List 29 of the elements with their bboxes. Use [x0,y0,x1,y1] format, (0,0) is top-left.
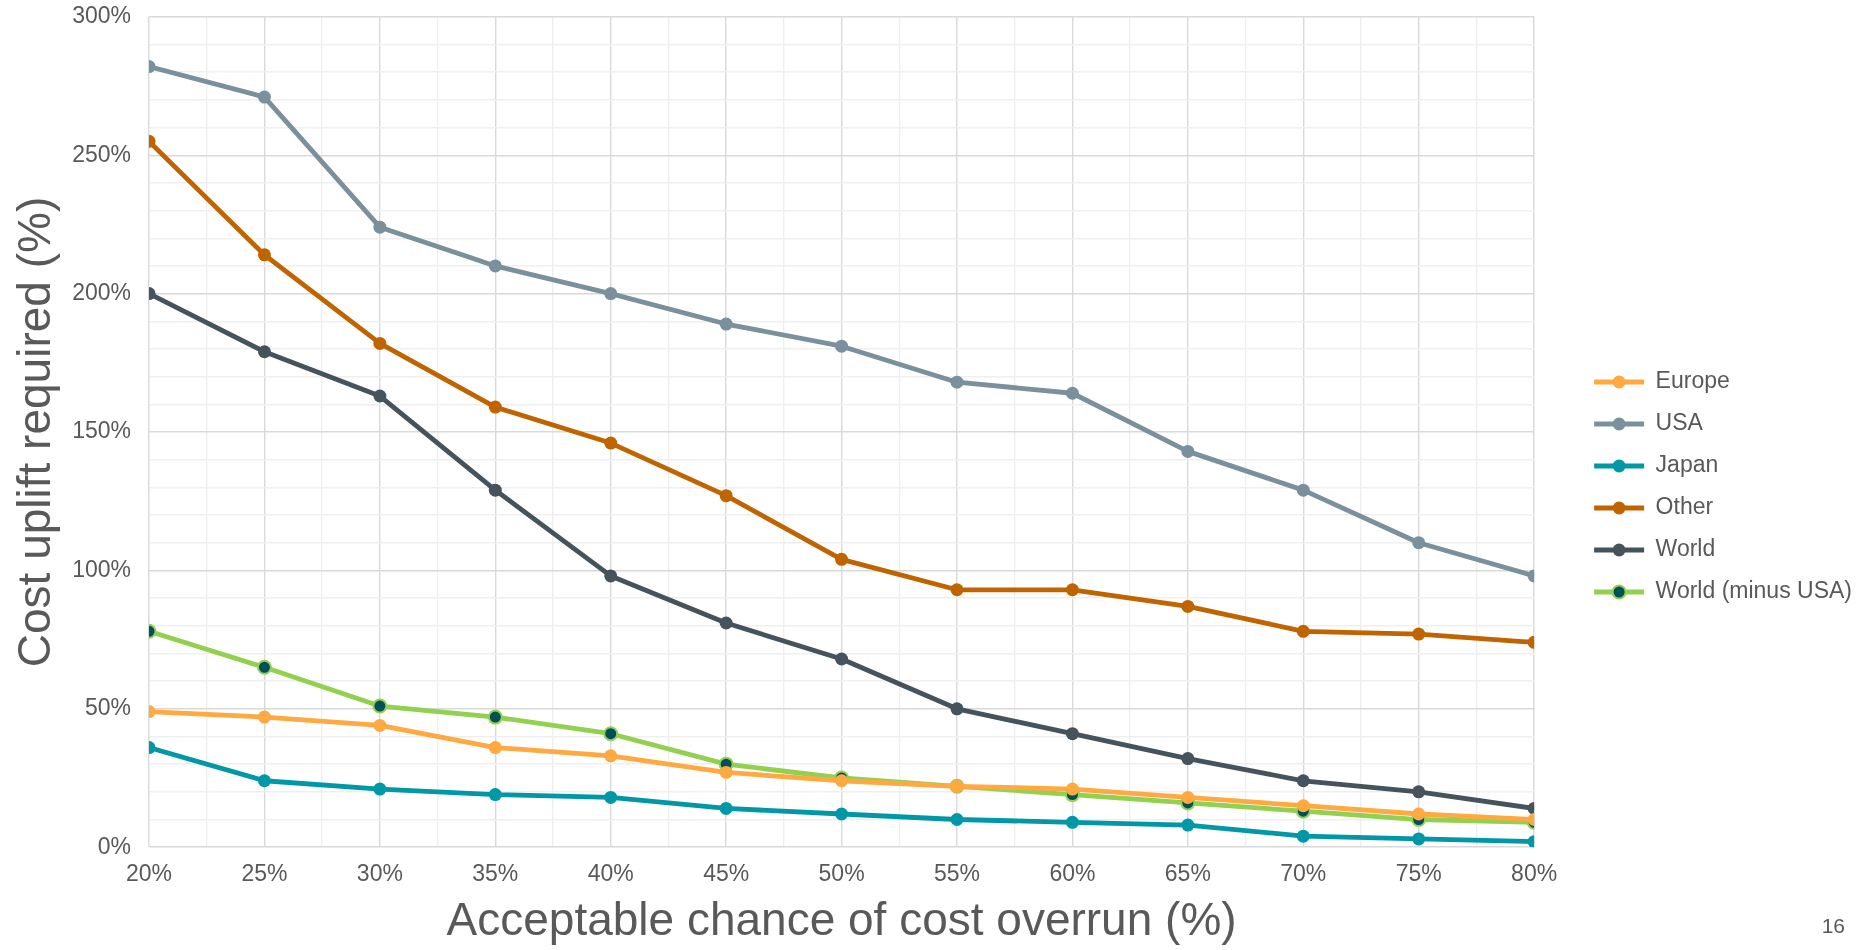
legend-label: World (minus USA) [1655,577,1852,604]
y-tick-label: 0% [97,832,132,859]
text: 16 [1821,914,1845,937]
x-tick-label: 35% [472,860,519,887]
y-tick-label: 250% [72,140,132,167]
legend-label: Europe [1655,367,1730,394]
x-axis-title: Acceptable chance of cost overrun (%) [446,893,1237,946]
x-tick-label: 45% [703,860,750,887]
x-tick-label: 60% [1049,860,1096,887]
y-tick-label: 300% [72,2,132,29]
x-tick-label: 70% [1280,860,1327,887]
x-tick-label: 75% [1395,860,1442,887]
legend-label: USA [1655,409,1704,436]
x-tick-label: 20% [126,860,173,887]
x-tick-label: 40% [587,860,634,887]
y-tick-label: 50% [84,694,132,721]
y-axis-title: Cost uplift required (%) [8,196,61,668]
y-tick-label: 200% [72,278,132,305]
legend-label: World [1655,535,1716,562]
legend-label: Japan [1655,451,1719,478]
legend-label: Other [1655,493,1714,520]
y-tick-label: 150% [72,417,132,444]
x-tick-label: 50% [818,860,865,887]
x-tick-label: 80% [1511,860,1558,887]
x-tick-label: 55% [933,860,981,887]
x-tick-label: 30% [356,860,403,887]
x-tick-label: 65% [1164,860,1211,887]
x-tick-label: 25% [241,860,288,887]
y-tick-label: 100% [72,555,132,582]
